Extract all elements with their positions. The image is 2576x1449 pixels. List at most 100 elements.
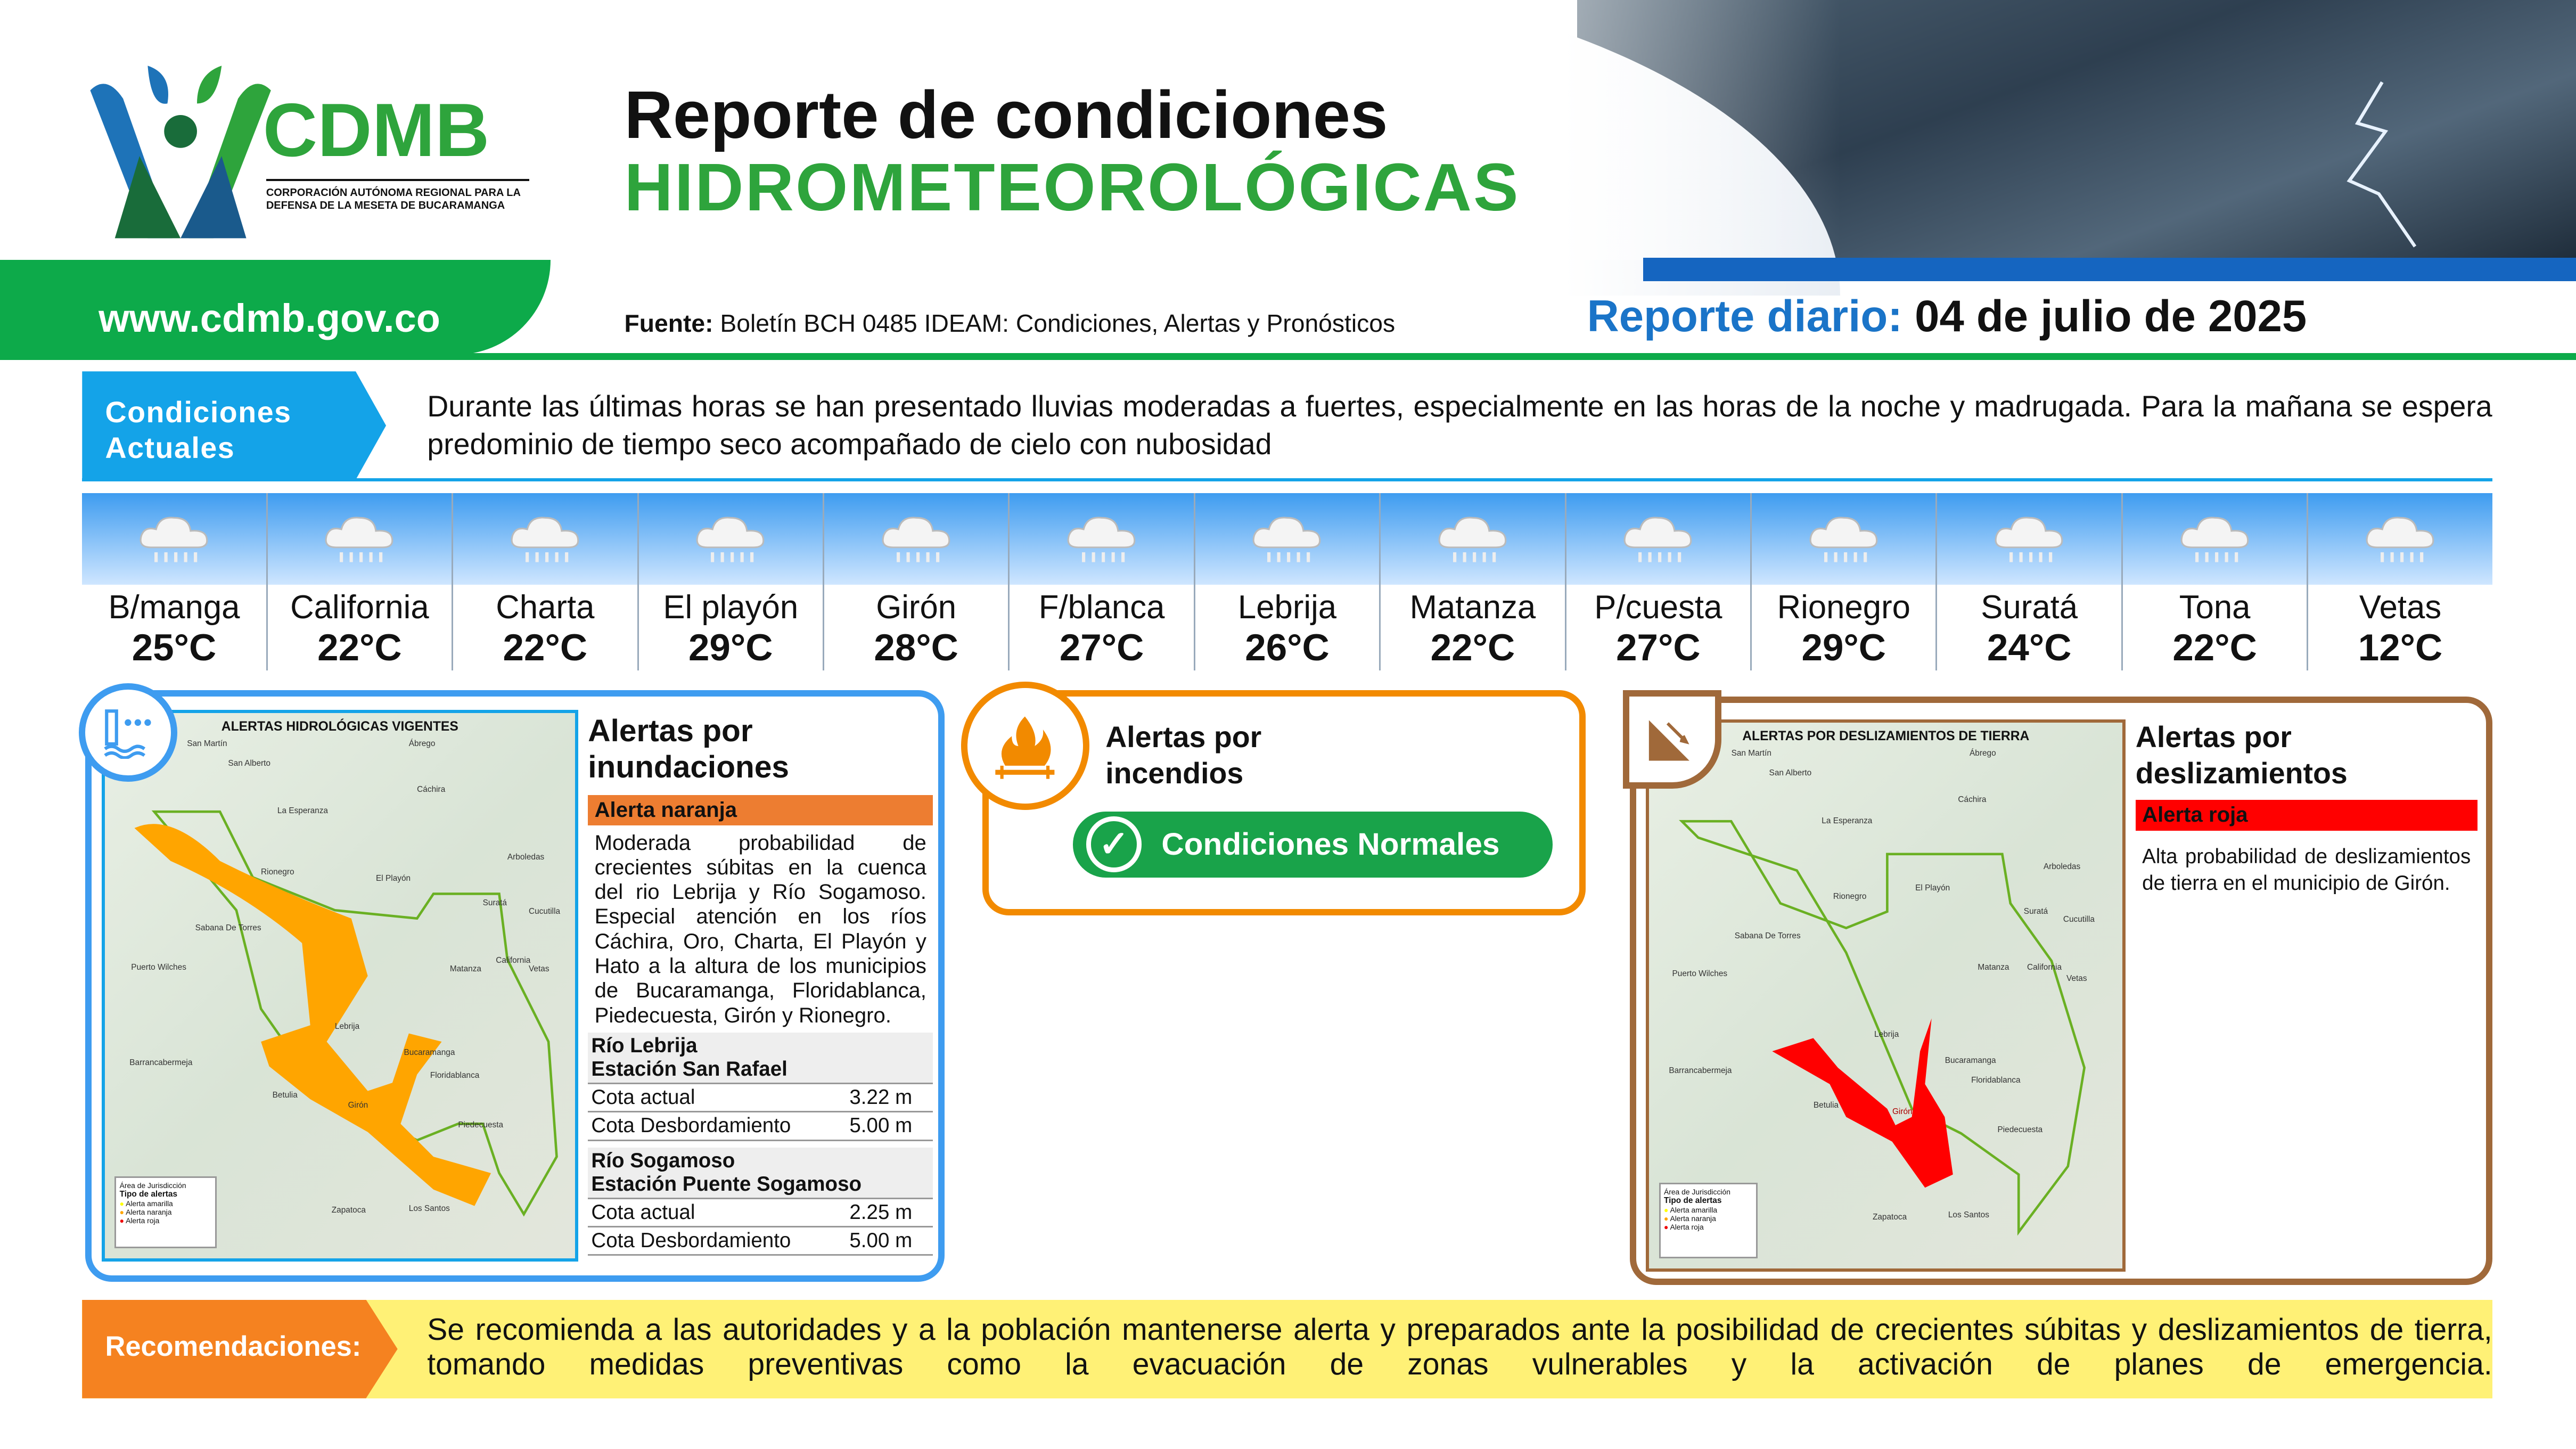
weather-cell: F/blanca 27°C	[1010, 493, 1195, 670]
rain-cloud-icon	[2122, 493, 2307, 585]
text: 5.00 m	[846, 1111, 933, 1141]
source-label: Fuente:	[624, 309, 713, 338]
rain-cloud-icon	[1010, 493, 1194, 585]
header-divider	[1643, 258, 2576, 281]
title-line-2: HIDROMETEOROLÓGICAS	[624, 149, 1520, 225]
landslide-icon	[1623, 690, 1722, 789]
map-label: Piedecuesta	[1997, 1125, 2043, 1135]
map-label: Sabana De Torres	[195, 923, 261, 932]
city-name: F/blanca	[1038, 588, 1165, 626]
table-row: Cota Desbordamiento 5.00 m	[588, 1111, 933, 1141]
city-temperature: 22°C	[2172, 626, 2257, 669]
station-table-2: Río Sogamoso Estación Puente Sogamoso Cot…	[588, 1147, 933, 1256]
recommendations-label: Recomendaciones:	[82, 1299, 398, 1398]
text: Cota actual	[588, 1083, 847, 1113]
map-legend: Área de Jurisdicción Tipo de alertas ● A…	[114, 1176, 217, 1249]
weather-cell: Lebrija 26°C	[1195, 493, 1381, 670]
text: Alerta roja	[1670, 1223, 1704, 1232]
conditions-label: Condiciones Actuales	[82, 371, 387, 480]
station-name: Estación Puente Sogamoso	[591, 1172, 862, 1196]
text: 5.00 m	[846, 1226, 933, 1256]
rain-cloud-icon	[453, 493, 637, 585]
rain-cloud-icon	[1937, 493, 2121, 585]
city-name: Tona	[2179, 588, 2251, 626]
flood-alert-map: ALERTAS HIDROLÓGICAS VIGENTES San Martín…	[101, 709, 578, 1262]
city-temperature: 22°C	[503, 626, 588, 669]
map-label: Zapatoca	[1872, 1212, 1907, 1222]
map-label: California	[2027, 962, 2062, 972]
map-label: Ábrego	[408, 739, 436, 748]
landslide-map-shapes	[1679, 820, 2086, 1236]
map-label: Cucutilla	[528, 906, 561, 916]
text: 2.25 m	[846, 1198, 933, 1228]
rain-cloud-icon	[638, 493, 823, 585]
map-label: Matanza	[449, 964, 481, 973]
map-label: El Playón	[1915, 883, 1950, 893]
rain-cloud-icon	[267, 493, 452, 585]
city-name: P/cuesta	[1594, 588, 1722, 626]
city-temperature: 22°C	[317, 626, 402, 669]
text: Cota actual	[588, 1198, 847, 1228]
website-link[interactable]: www.cdmb.gov.co	[99, 296, 440, 341]
landslide-alert-level: Alerta roja	[2135, 800, 2477, 831]
flood-map-shapes	[134, 810, 558, 1217]
map-label: Girón	[348, 1100, 368, 1110]
weather-cell: Rionegro 29°C	[1752, 493, 1938, 670]
source-line: Fuente: Boletín BCH 0485 IDEAM: Condicio…	[624, 309, 1395, 338]
legend-item: ● Alerta roja	[1663, 1223, 1704, 1232]
city-temperature: 26°C	[1245, 626, 1330, 669]
source-text: Boletín BCH 0485 IDEAM: Condiciones, Ale…	[713, 309, 1396, 338]
logo-subtitle: CORPORACIÓN AUTÓNOMA REGIONAL PARA LA DE…	[266, 179, 529, 212]
map-label: Puerto Wilches	[131, 962, 186, 972]
map-label: Zapatoca	[331, 1206, 366, 1215]
city-name: Charta	[496, 588, 595, 626]
table-row: Cota Desbordamiento 5.00 m	[588, 1226, 933, 1256]
map-label: Rionegro	[261, 867, 294, 877]
city-temperature: 27°C	[1616, 626, 1701, 669]
website-banner	[0, 259, 551, 355]
map-label: Betulia	[1813, 1100, 1839, 1110]
city-name: Girón	[876, 588, 957, 626]
text: Alerta amarilla	[1670, 1206, 1718, 1215]
map-label: Barrancabermeja	[1669, 1066, 1732, 1075]
city-temperature: 12°C	[2358, 626, 2443, 669]
map-label: Lebrija	[334, 1021, 360, 1031]
rain-cloud-icon	[2308, 493, 2492, 585]
check-circle-icon: ✓	[1086, 816, 1142, 873]
map-label: Piedecuesta	[458, 1120, 504, 1129]
landslide-title: Alertas por deslizamientos	[2135, 721, 2348, 790]
city-name: El playón	[663, 588, 799, 626]
legend-area: Área de Jurisdicción	[1663, 1188, 1730, 1197]
landslide-alert-map: ALERTAS POR DESLIZAMIENTOS DE TIERRA San…	[1646, 719, 2126, 1272]
map-label: San Alberto	[228, 758, 270, 768]
map-label: Floridablanca	[1971, 1076, 2021, 1085]
flood-title: Alertas por inundaciones	[588, 713, 790, 784]
river-name: Río Lebrija	[591, 1034, 698, 1058]
fire-status: Condiciones Normales	[1161, 827, 1500, 862]
city-temperature: 25°C	[132, 626, 217, 669]
map-label: Barrancabermeja	[129, 1058, 193, 1067]
rain-cloud-icon	[1566, 493, 1751, 585]
rain-cloud-icon	[1381, 493, 1565, 585]
map-label: Cáchira	[417, 785, 446, 795]
weather-cell: B/manga 25°C	[82, 493, 268, 670]
map-label: Betulia	[272, 1091, 298, 1100]
weather-cell: P/cuesta 27°C	[1566, 493, 1752, 670]
wildfire-icon	[961, 682, 1089, 811]
city-name: Vetas	[2359, 588, 2442, 626]
city-name: California	[290, 588, 429, 626]
map-label: Vetas	[528, 964, 549, 973]
map-label: Sabana De Torres	[1734, 931, 1801, 940]
recommendations-banner	[82, 1299, 2492, 1398]
conditions-divider	[82, 478, 2492, 482]
weather-cell: Charta 22°C	[453, 493, 639, 670]
map-label: El Playón	[376, 873, 411, 883]
landslide-description: Alta probabilidad de deslizamientos de t…	[2142, 845, 2471, 895]
weather-cell: Suratá 24°C	[1937, 493, 2123, 670]
city-name: Lebrija	[1237, 588, 1337, 626]
city-name: B/manga	[108, 588, 240, 626]
flood-alert-panel: ALERTAS HIDROLÓGICAS VIGENTES San Martín…	[78, 683, 945, 1282]
text: Alerta naranja	[1670, 1214, 1716, 1223]
weather-strip: B/manga 25°C California 22°C Charta 22°C El pl…	[82, 493, 2492, 670]
